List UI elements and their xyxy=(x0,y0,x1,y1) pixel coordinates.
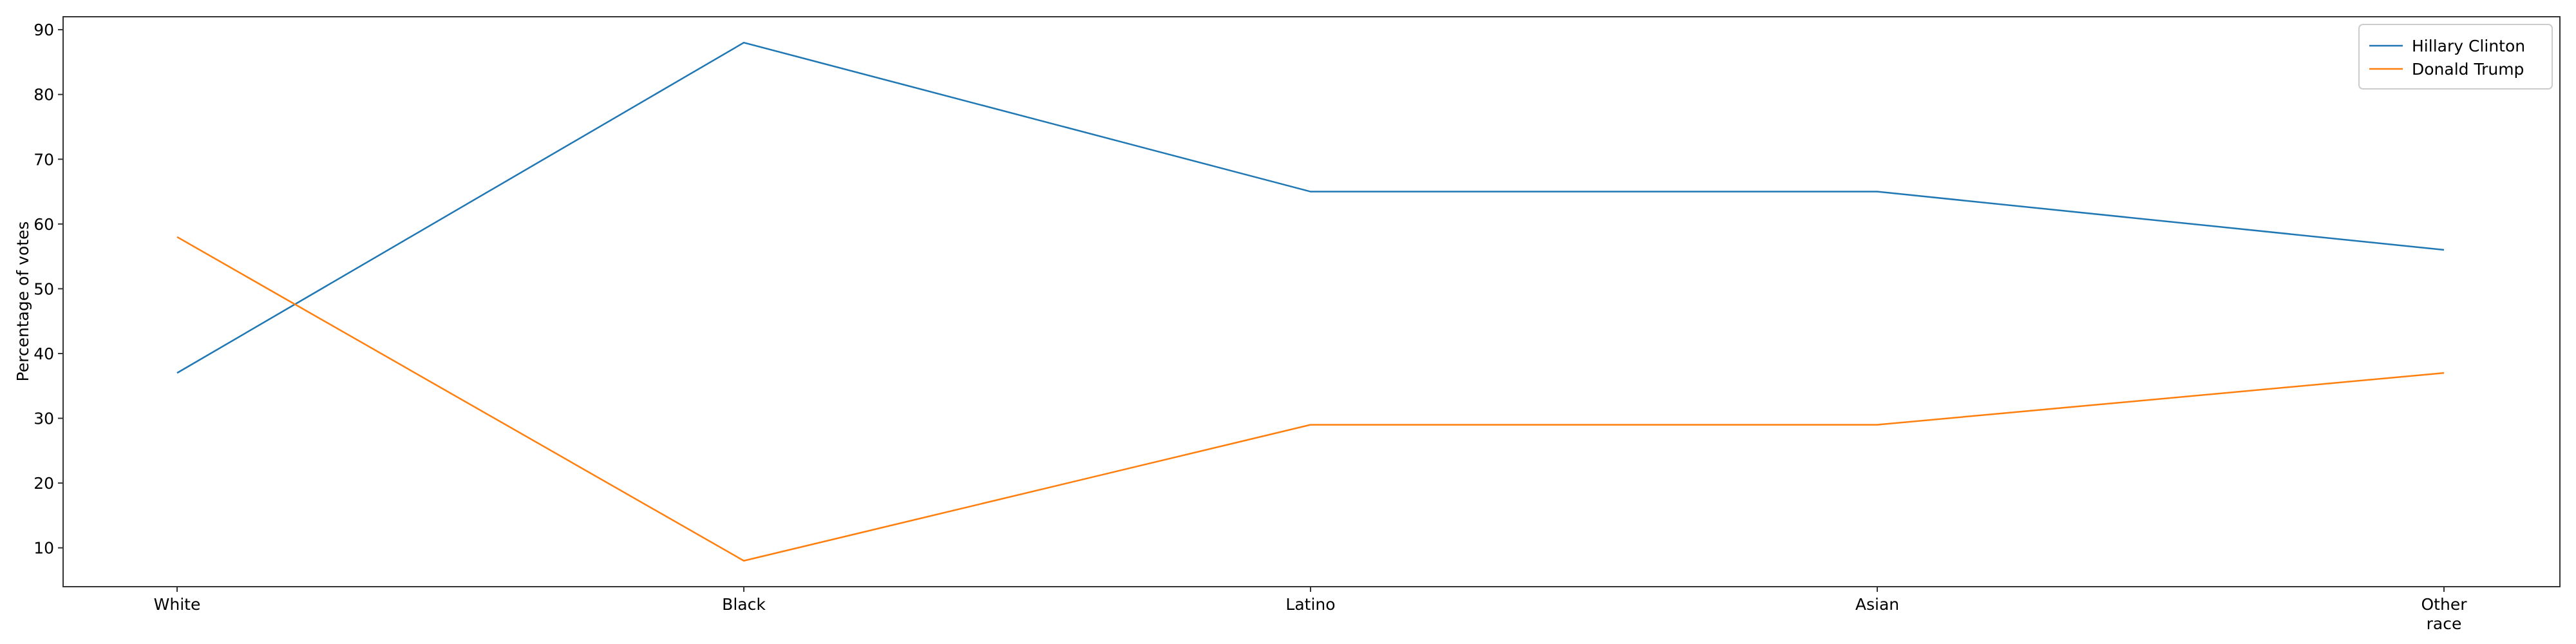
y-axis: 10 20 30 40 50 60 70 80 90 xyxy=(33,21,63,558)
y-tick-label: 10 xyxy=(33,539,54,558)
y-tick-label: 40 xyxy=(33,345,54,363)
legend: Hillary Clinton Donald Trump xyxy=(2358,24,2553,90)
y-tick-label: 30 xyxy=(33,410,54,428)
series-line-0 xyxy=(176,41,2445,374)
x-tick-label: Black xyxy=(722,595,766,614)
legend-box xyxy=(2358,24,2553,90)
y-tick-label: 70 xyxy=(33,150,54,169)
x-tick-label: race xyxy=(2427,614,2462,633)
x-tick-label: White xyxy=(154,595,201,614)
x-tick-label: Other xyxy=(2421,595,2468,614)
x-tick-label: Asian xyxy=(1855,595,1899,614)
y-tick-label: 20 xyxy=(33,474,54,493)
y-axis-label: Percentage of votes xyxy=(14,222,32,382)
plot-area xyxy=(62,16,2561,587)
x-tick-label: Latino xyxy=(1285,595,1335,614)
series-lines xyxy=(176,41,2445,562)
series-line-1 xyxy=(176,236,2445,562)
legend-label: Hillary Clinton xyxy=(2412,37,2525,55)
y-tick-label: 50 xyxy=(33,279,54,298)
y-tick-label: 80 xyxy=(33,86,54,104)
y-tick-label: 90 xyxy=(33,21,54,39)
legend-label: Donald Trump xyxy=(2412,60,2524,79)
y-tick-label: 60 xyxy=(33,215,54,234)
